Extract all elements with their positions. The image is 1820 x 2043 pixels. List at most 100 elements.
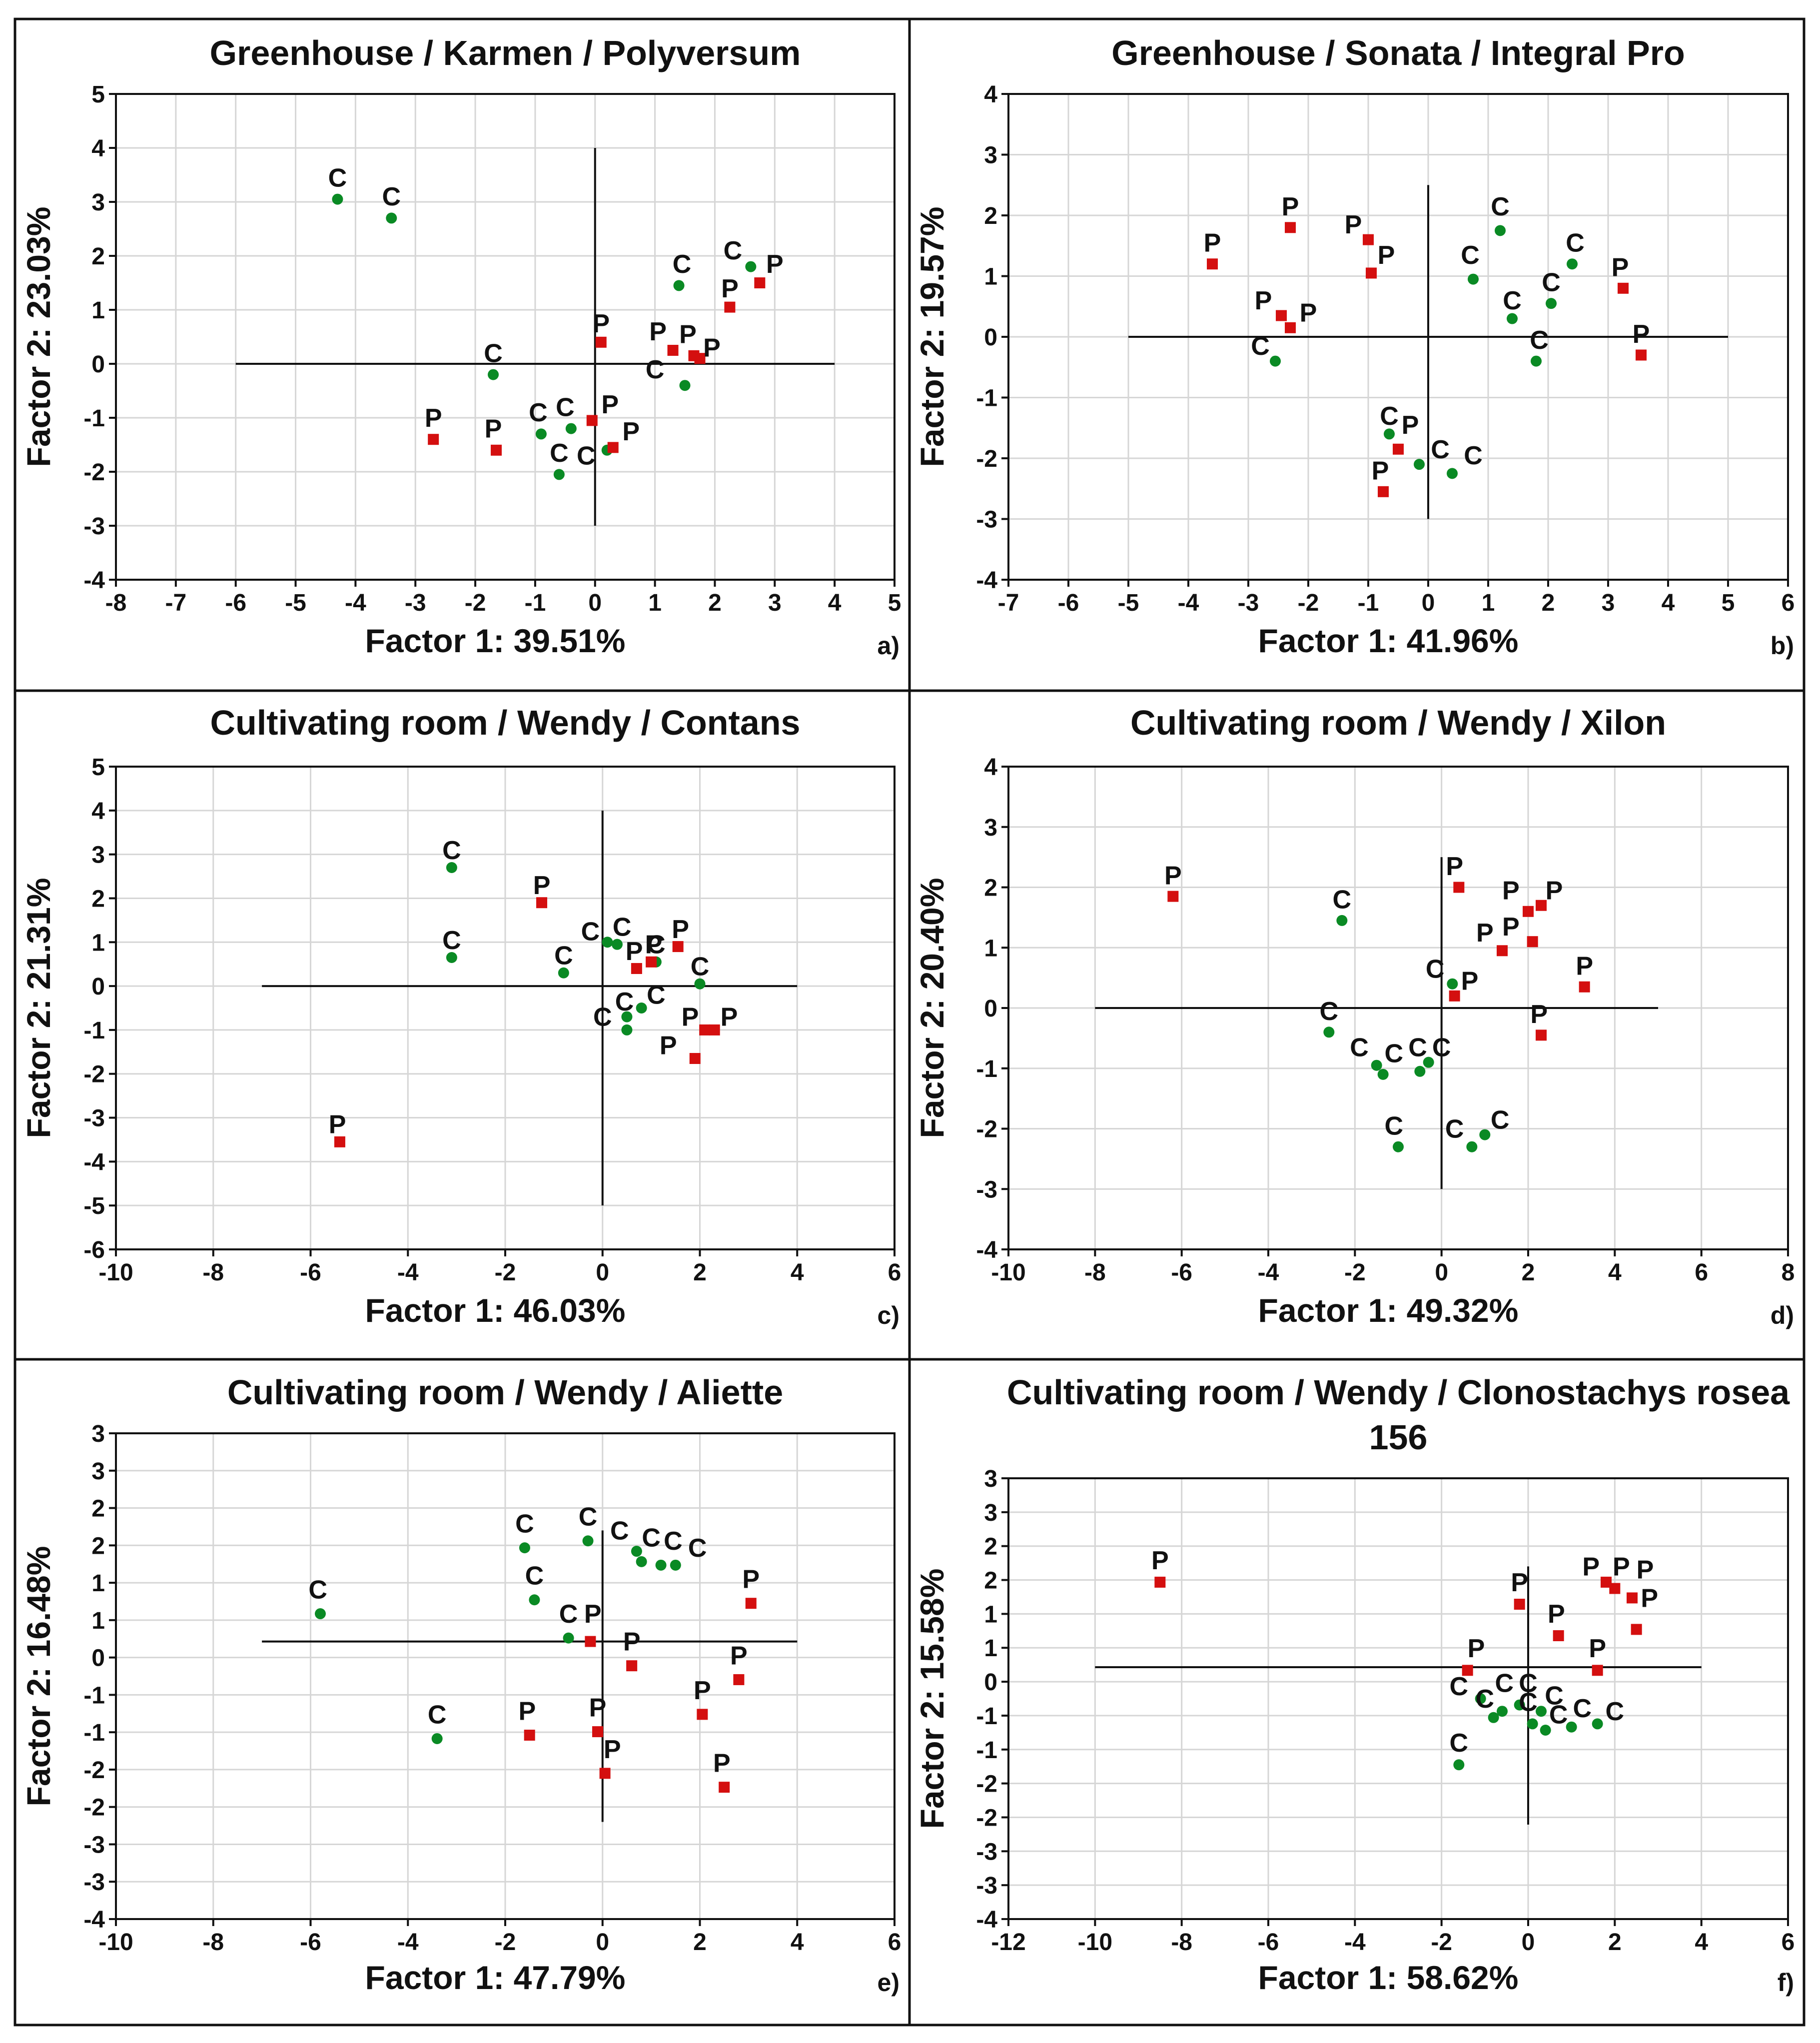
control-point — [1566, 1721, 1577, 1733]
control-point — [1592, 1718, 1603, 1730]
pathogen-point — [1627, 1592, 1638, 1604]
control-point-label: C — [308, 1575, 327, 1604]
panel-label: f) — [1778, 1969, 1794, 1997]
x-axis-label: Factor 1: 47.79% — [365, 1959, 626, 1996]
x-tick-label: -2 — [495, 1259, 516, 1286]
pathogen-point-label: P — [584, 1600, 602, 1629]
pathogen-point — [689, 1052, 701, 1064]
control-point-label: C — [1385, 1039, 1404, 1068]
control-point — [1447, 468, 1458, 479]
x-tick-label: -6 — [1171, 1259, 1192, 1286]
x-tick-label: 2 — [693, 1259, 707, 1286]
y-tick-label: 0 — [984, 996, 997, 1022]
pathogen-point-label: P — [1576, 952, 1593, 981]
y-tick-label: 3 — [91, 842, 105, 869]
control-point — [1453, 1759, 1465, 1771]
control-point-label: C — [610, 1516, 629, 1545]
pathogen-point — [709, 1024, 720, 1035]
control-point-label: C — [1519, 1688, 1538, 1717]
chart-title: Greenhouse / Sonata / Integral Pro — [1111, 33, 1685, 72]
control-point-label: C — [1491, 192, 1510, 221]
y-tick-label: -4 — [976, 1237, 997, 1263]
control-point — [1447, 978, 1458, 990]
x-tick-label: 0 — [596, 1259, 609, 1286]
control-point — [1414, 1065, 1426, 1077]
y-tick-label: -2 — [976, 446, 997, 472]
y-tick-label: 3 — [91, 1458, 105, 1485]
y-tick-label: -4 — [83, 1149, 105, 1175]
y-tick-label: -2 — [83, 1795, 105, 1821]
control-point — [386, 212, 397, 224]
control-point-label: C — [647, 981, 666, 1010]
x-tick-label: -10 — [991, 1259, 1025, 1286]
x-tick-label: 0 — [1522, 1929, 1535, 1956]
pathogen-point — [1553, 1630, 1564, 1641]
pathogen-point-label: P — [1372, 456, 1389, 485]
pathogen-point-label: P — [1613, 1552, 1630, 1581]
y-tick-label: 4 — [984, 754, 997, 781]
y-tick-label: -1 — [976, 1703, 997, 1730]
x-tick-label: -10 — [1078, 1929, 1112, 1956]
x-tick-label: 2 — [1542, 590, 1555, 616]
pathogen-point-label: P — [1164, 861, 1182, 890]
pathogen-point — [1536, 1029, 1547, 1041]
panel-label: e) — [878, 1969, 900, 1997]
control-point-label: C — [642, 1523, 661, 1552]
x-tick-label: -6 — [1058, 590, 1079, 616]
x-tick-label: 5 — [888, 590, 902, 616]
control-point — [488, 369, 499, 380]
chart-panel-a: Greenhouse / Karmen / Polyversum -8 -7 -6 -5… — [20, 33, 901, 660]
pathogen-point-label: P — [1548, 1600, 1565, 1629]
control-point — [679, 380, 691, 391]
control-point — [1495, 225, 1506, 236]
pathogen-point — [592, 1726, 604, 1738]
x-tick-label: 0 — [588, 590, 602, 616]
y-tick-label: 0 — [91, 351, 105, 378]
x-tick-label: -2 — [1431, 1929, 1452, 1956]
x-tick-label: -6 — [300, 1259, 321, 1286]
control-point-label: C — [1445, 1115, 1464, 1144]
control-point — [1323, 1026, 1335, 1038]
x-tick-label: 1 — [648, 590, 662, 616]
pathogen-point-label: P — [623, 1628, 641, 1657]
control-point-label: C — [428, 1700, 447, 1729]
pathogen-point — [697, 1709, 708, 1720]
pathogen-point-label: P — [1612, 253, 1629, 282]
pathogen-point-label: P — [1589, 1634, 1606, 1663]
x-tick-label: 2 — [1608, 1929, 1622, 1956]
control-point-label: C — [581, 917, 600, 946]
pathogen-point — [1609, 1583, 1621, 1594]
x-tick-label: -1 — [1358, 590, 1379, 616]
y-axis-label: Factor 2: 21.31% — [20, 878, 57, 1138]
y-tick-label: 1 — [984, 935, 997, 962]
control-point — [621, 1024, 633, 1035]
control-point-label: C — [1476, 1685, 1495, 1714]
x-tick-label: -10 — [98, 1259, 133, 1286]
x-tick-label: 6 — [1782, 1929, 1795, 1956]
pathogen-point-label: P — [329, 1110, 346, 1139]
pathogen-point-label: P — [682, 1003, 699, 1032]
pathogen-point-label: P — [721, 1003, 738, 1032]
pathogen-point-label: P — [1446, 852, 1463, 881]
x-tick-label: 0 — [1435, 1259, 1448, 1286]
chart-panel-b: Greenhouse / Sonata / Integral Pro -7 -6 -5… — [913, 33, 1795, 660]
pathogen-point — [1536, 900, 1547, 911]
x-tick-label: -7 — [165, 590, 187, 616]
pathogen-point — [428, 434, 439, 445]
control-point — [535, 428, 547, 440]
pathogen-point — [334, 1136, 345, 1147]
pathogen-point-label: P — [589, 1693, 607, 1722]
chart-title-line2: 156 — [1369, 1418, 1428, 1457]
control-point-label: C — [1450, 1672, 1469, 1701]
pathogen-point — [626, 1660, 638, 1672]
pathogen-point — [585, 1636, 596, 1647]
pathogen-point-label: P — [721, 274, 739, 303]
control-point-label: C — [328, 163, 347, 192]
y-tick-label: 3 — [91, 1421, 105, 1447]
y-tick-label: 1 — [984, 264, 997, 290]
chart-panel-e: Cultivating room / Wendy / Aliette-10 -8-… — [20, 1373, 901, 1997]
control-point-label: C — [1320, 997, 1339, 1026]
control-point-label: C — [1426, 955, 1445, 984]
control-point — [519, 1542, 530, 1554]
y-tick-label: 5 — [91, 81, 105, 108]
